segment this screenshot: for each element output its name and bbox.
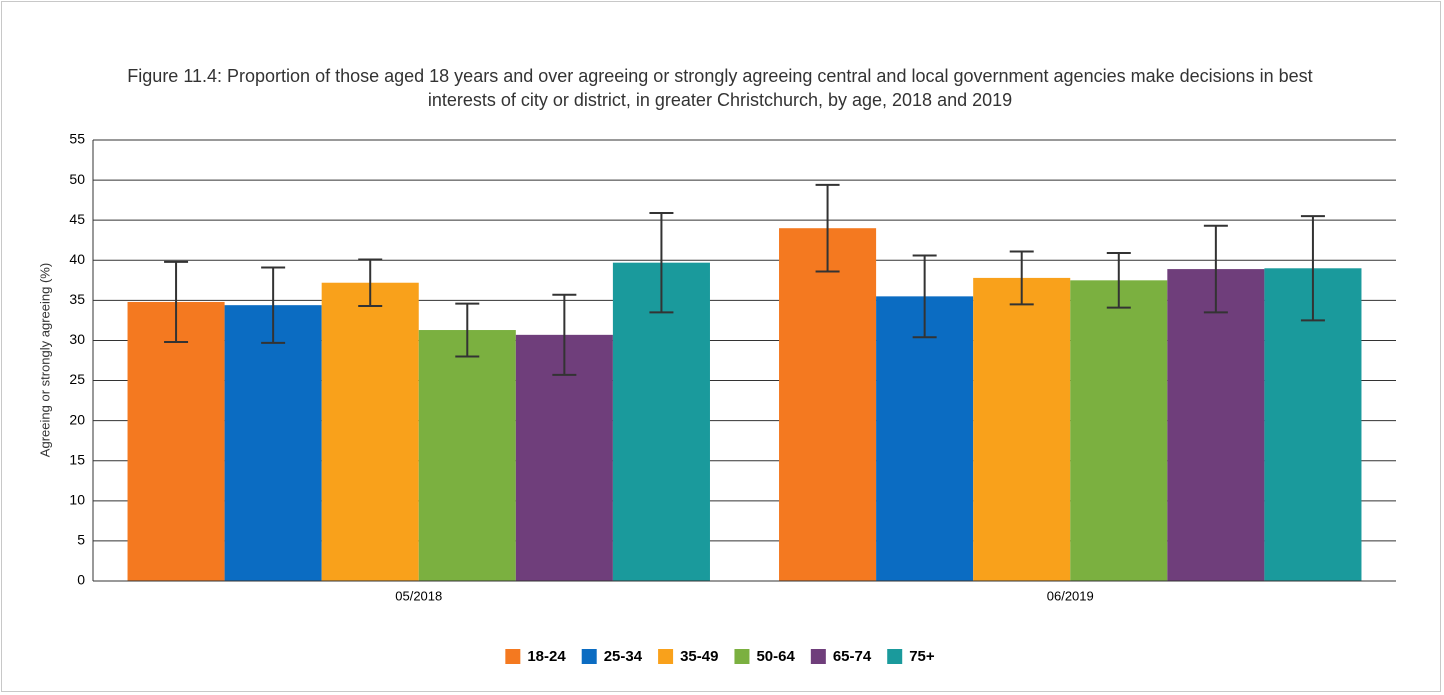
bar <box>973 277 1071 581</box>
y-tick-label: 50 <box>69 171 85 187</box>
y-tick-label: 0 <box>77 572 85 588</box>
y-tick-label: 15 <box>69 451 85 467</box>
chart-title: Figure 11.4: Proportion of those aged 18… <box>127 66 1313 110</box>
error-bar <box>1106 252 1131 309</box>
bar <box>779 228 877 581</box>
legend-swatch <box>734 649 750 664</box>
error-bar <box>1300 215 1325 322</box>
y-tick-label: 30 <box>69 331 85 347</box>
legend-swatch <box>505 649 521 664</box>
error-bar <box>815 183 840 273</box>
legend-label: 25-34 <box>604 648 643 665</box>
legend-label: 35-49 <box>680 648 718 665</box>
error-bar <box>1203 224 1228 314</box>
bar <box>612 262 710 581</box>
error-bar <box>1009 250 1034 306</box>
legend-label: 65-74 <box>833 648 872 665</box>
legend-swatch <box>581 649 597 664</box>
y-tick-label: 45 <box>69 211 85 227</box>
x-tick-label: 05/2018 <box>395 588 442 603</box>
y-tick-label: 25 <box>69 371 85 387</box>
bar <box>876 296 974 581</box>
x-tick-label: 06/2019 <box>1047 588 1094 603</box>
legend-swatch <box>810 649 826 664</box>
y-tick-label: 5 <box>77 532 85 548</box>
legend-swatch <box>658 649 674 664</box>
bar <box>418 330 516 581</box>
legend-label: 18-24 <box>527 648 566 665</box>
error-bar <box>455 302 480 358</box>
error-bar <box>261 266 286 344</box>
bar <box>321 282 419 581</box>
error-bar <box>358 258 383 307</box>
error-bar <box>164 260 189 344</box>
y-tick-label: 35 <box>69 291 85 307</box>
error-bar <box>912 254 937 339</box>
y-tick-label: 55 <box>69 131 85 147</box>
bar <box>127 301 225 581</box>
y-tick-label: 10 <box>69 492 85 508</box>
legend-label: 50-64 <box>756 648 795 665</box>
bar <box>1070 280 1168 581</box>
bar <box>224 305 322 581</box>
error-bar <box>649 211 674 314</box>
bar <box>1167 269 1265 581</box>
y-tick-label: 40 <box>69 251 85 267</box>
y-axis-label: Agreeing or strongly agreeing (%) <box>37 263 52 457</box>
legend-swatch <box>887 649 903 664</box>
error-bar <box>552 293 577 376</box>
legend-label: 75+ <box>909 648 935 665</box>
y-tick-label: 20 <box>69 411 85 427</box>
